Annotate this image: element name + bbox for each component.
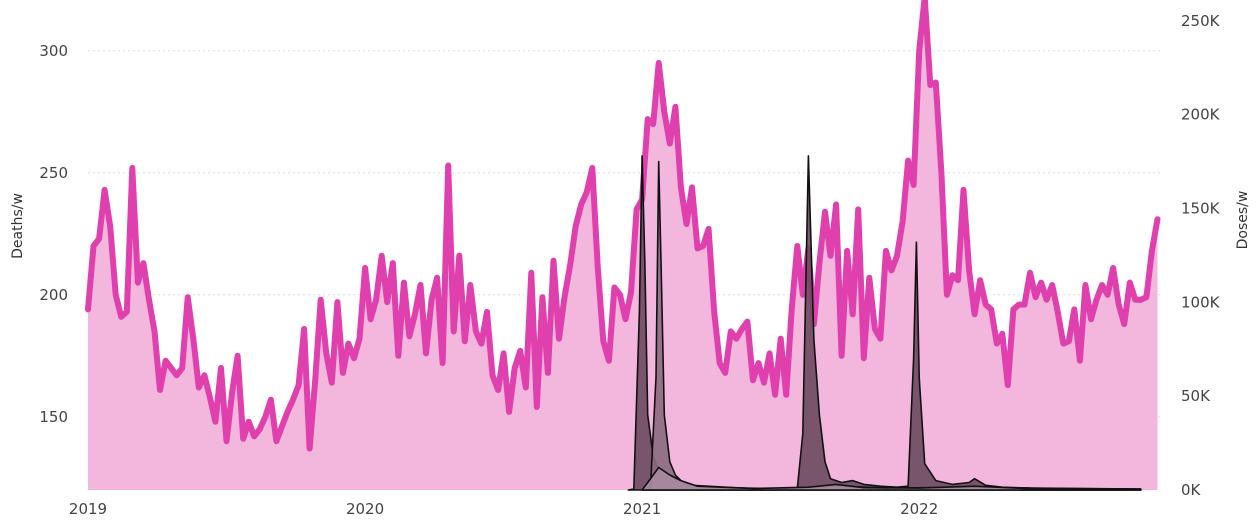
doses-area-3 bbox=[641, 466, 1142, 491]
doses-series-group bbox=[627, 155, 1142, 491]
y-tick-label-3: 300 bbox=[39, 42, 68, 60]
deaths-series-group bbox=[85, 0, 1161, 490]
y-axis-title: Deaths/w bbox=[10, 193, 26, 259]
y-tick-label-2: 250 bbox=[39, 164, 68, 182]
y2-tick-label-2: 100K bbox=[1181, 293, 1221, 311]
axes-group: Deaths/w Doses/w 150 200 250 300 0K 50K 100K 15… bbox=[10, 12, 1251, 518]
y2-tick-label-0: 0K bbox=[1181, 481, 1202, 499]
y2-axis-title: Doses/w bbox=[1235, 191, 1251, 250]
x-tick-label-2: 2021 bbox=[623, 500, 661, 518]
y2-tick-label-5: 250K bbox=[1181, 12, 1221, 30]
y-tick-label-0: 150 bbox=[39, 408, 68, 426]
deaths-line bbox=[85, 0, 1161, 452]
x-tick-label-1: 2020 bbox=[346, 500, 384, 518]
y2-tick-label-3: 150K bbox=[1181, 199, 1221, 217]
y2-tick-label-4: 200K bbox=[1181, 106, 1221, 124]
deaths-area-fill bbox=[88, 0, 1158, 490]
x-tick-label-0: 2019 bbox=[69, 500, 107, 518]
y-tick-label-1: 200 bbox=[39, 286, 68, 304]
x-tick-label-3: 2022 bbox=[900, 500, 938, 518]
y2-tick-label-1: 50K bbox=[1181, 387, 1211, 405]
